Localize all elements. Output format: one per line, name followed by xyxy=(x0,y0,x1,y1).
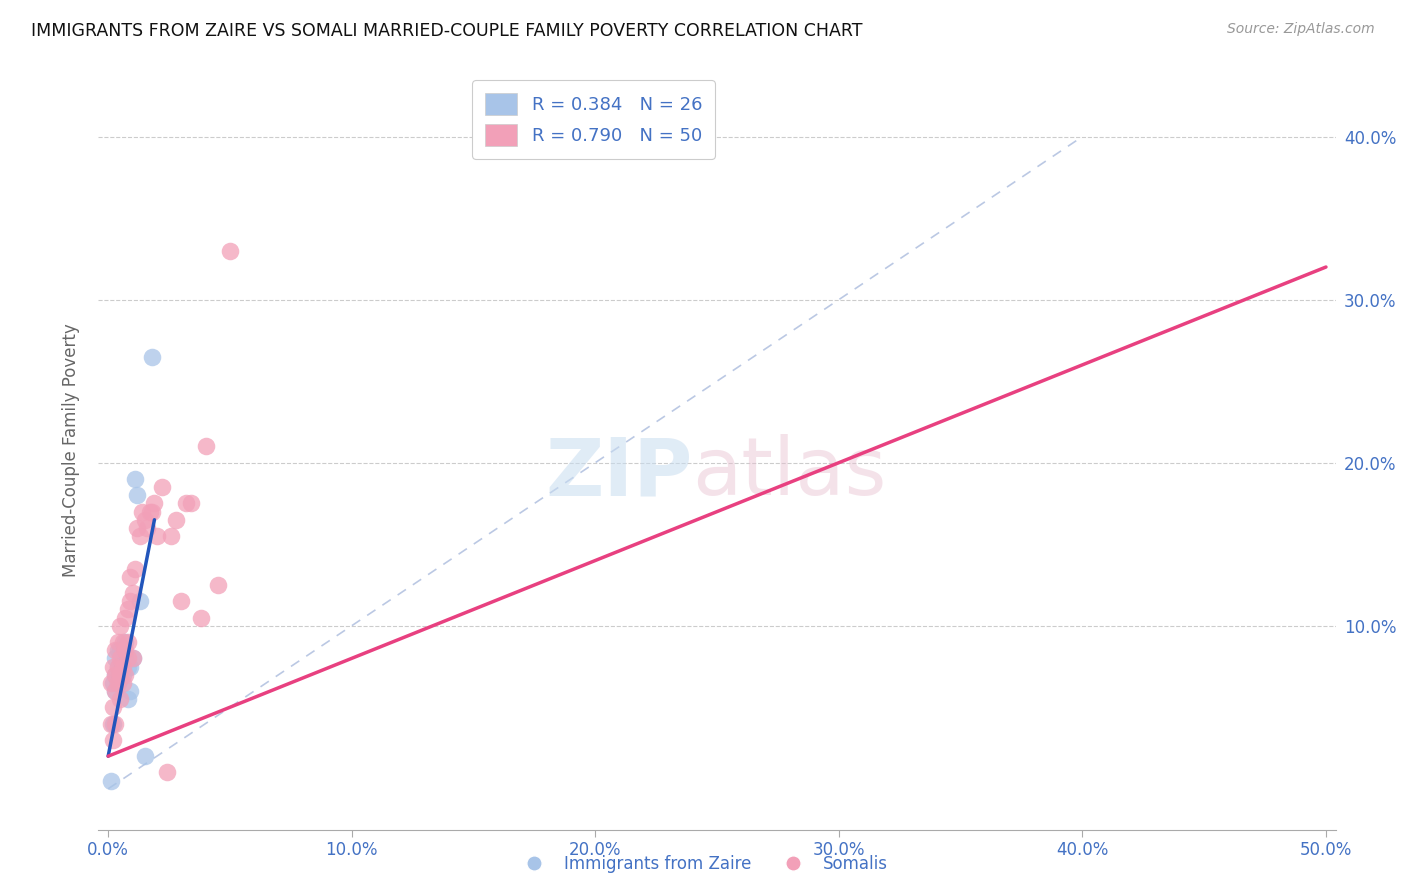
Point xyxy=(104,651,127,665)
Point xyxy=(127,488,149,502)
Point xyxy=(107,675,129,690)
Text: Source: ZipAtlas.com: Source: ZipAtlas.com xyxy=(1227,22,1375,37)
Point xyxy=(100,773,122,788)
Point xyxy=(117,651,139,665)
Point xyxy=(160,529,183,543)
Point xyxy=(124,472,146,486)
Point xyxy=(190,610,212,624)
Point xyxy=(111,659,134,673)
Point xyxy=(110,619,132,633)
Point xyxy=(141,505,163,519)
Point xyxy=(124,562,146,576)
Legend: R = 0.384   N = 26, R = 0.790   N = 50: R = 0.384 N = 26, R = 0.790 N = 50 xyxy=(472,80,714,159)
Text: ZIP: ZIP xyxy=(546,434,692,512)
Point xyxy=(101,716,124,731)
Point xyxy=(107,643,129,657)
Point xyxy=(111,675,134,690)
Point xyxy=(104,716,127,731)
Point xyxy=(170,594,193,608)
Point xyxy=(127,521,149,535)
Point xyxy=(114,667,136,681)
Point xyxy=(110,667,132,681)
Point xyxy=(136,521,159,535)
Text: atlas: atlas xyxy=(692,434,887,512)
Point xyxy=(104,684,127,698)
Point xyxy=(110,651,132,665)
Point xyxy=(120,594,142,608)
Point xyxy=(107,675,129,690)
Point xyxy=(104,684,127,698)
Point xyxy=(101,659,124,673)
Point xyxy=(114,651,136,665)
Point xyxy=(117,659,139,673)
Point xyxy=(131,505,153,519)
Point xyxy=(180,496,202,510)
Point xyxy=(219,244,242,258)
Point xyxy=(100,675,122,690)
Point xyxy=(104,667,127,681)
Point xyxy=(128,594,150,608)
Point xyxy=(117,602,139,616)
Legend: Immigrants from Zaire, Somalis: Immigrants from Zaire, Somalis xyxy=(510,848,896,880)
Point xyxy=(121,586,143,600)
Point xyxy=(156,765,179,780)
Point xyxy=(111,667,134,681)
Point xyxy=(111,635,134,649)
Point xyxy=(134,749,156,764)
Point xyxy=(120,684,142,698)
Point xyxy=(114,610,136,624)
Point xyxy=(107,659,129,673)
Point xyxy=(146,529,169,543)
Point xyxy=(121,651,143,665)
Text: IMMIGRANTS FROM ZAIRE VS SOMALI MARRIED-COUPLE FAMILY POVERTY CORRELATION CHART: IMMIGRANTS FROM ZAIRE VS SOMALI MARRIED-… xyxy=(31,22,862,40)
Point xyxy=(110,659,132,673)
Point xyxy=(194,439,217,453)
Point xyxy=(165,513,187,527)
Point xyxy=(120,659,142,673)
Point xyxy=(107,635,129,649)
Point xyxy=(134,513,156,527)
Point xyxy=(111,651,134,665)
Point xyxy=(141,350,163,364)
Point xyxy=(101,700,124,714)
Point xyxy=(120,570,142,584)
Point xyxy=(110,692,132,706)
Point xyxy=(101,675,124,690)
Point xyxy=(101,732,124,747)
Point xyxy=(138,505,160,519)
Point xyxy=(107,659,129,673)
Point xyxy=(143,496,166,510)
Point xyxy=(104,667,127,681)
Point xyxy=(174,496,197,510)
Point xyxy=(114,643,136,657)
Point xyxy=(121,651,143,665)
Point xyxy=(150,480,173,494)
Point xyxy=(128,529,150,543)
Point xyxy=(117,692,139,706)
Point xyxy=(110,643,132,657)
Point xyxy=(207,578,229,592)
Y-axis label: Married-Couple Family Poverty: Married-Couple Family Poverty xyxy=(62,324,80,577)
Point xyxy=(104,643,127,657)
Point xyxy=(110,667,132,681)
Point xyxy=(114,635,136,649)
Point xyxy=(117,635,139,649)
Point xyxy=(100,716,122,731)
